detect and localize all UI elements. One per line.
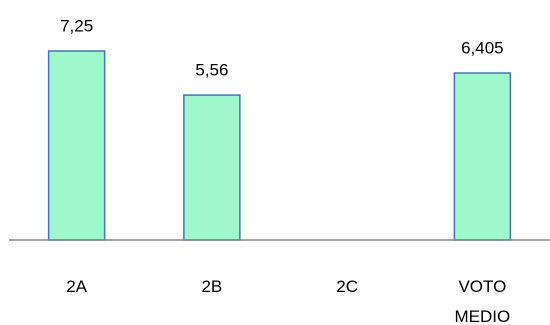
data-label: 5,56	[195, 61, 228, 80]
data-label: 6,405	[461, 39, 504, 58]
x-tick-label: 2B	[201, 277, 223, 296]
data-label: 7,25	[60, 16, 93, 35]
bar	[47, 50, 106, 241]
x-tick-label: 2A	[66, 277, 88, 296]
x-tick-label: VOTO MEDIO	[454, 277, 511, 325]
x-tick-label: 2C	[336, 277, 358, 296]
bar	[183, 94, 241, 241]
bar	[453, 72, 512, 241]
